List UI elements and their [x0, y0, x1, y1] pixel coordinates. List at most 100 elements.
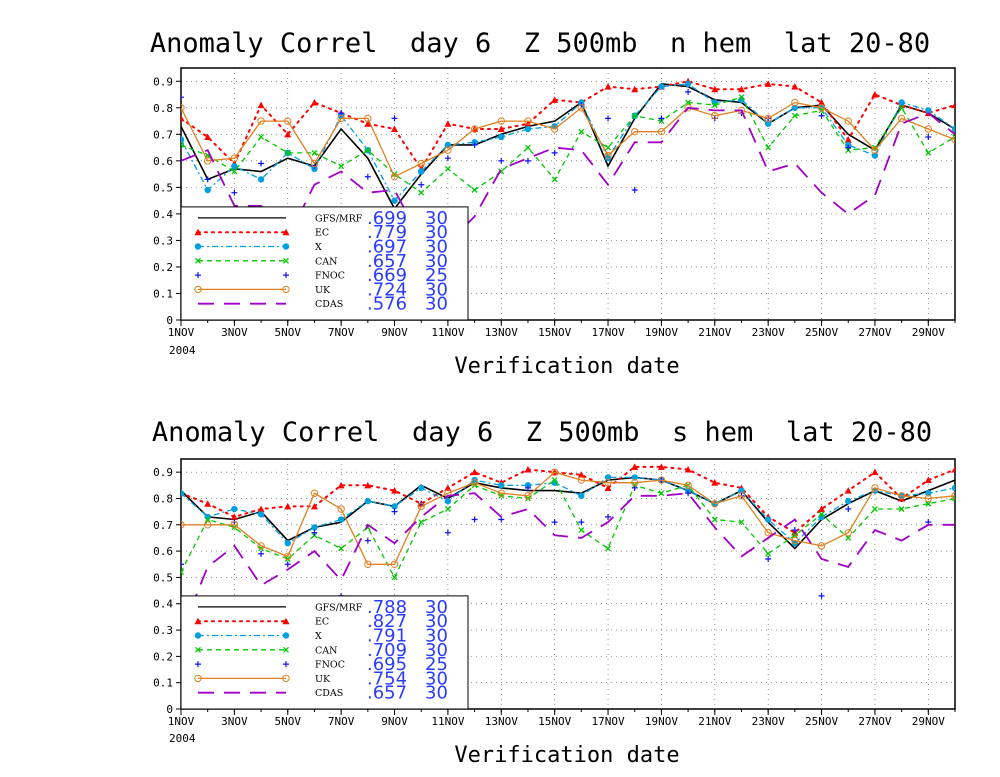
series-ec-point: [444, 484, 452, 491]
series-can-point: [711, 516, 718, 523]
series-fnoc-point: [845, 506, 852, 512]
year-label: 2004: [169, 344, 196, 357]
legend-entry-fnoc: FNOC .669 25: [195, 265, 448, 286]
series-fnoc-point: [418, 181, 425, 188]
series-ec-point: [257, 505, 265, 512]
legend-marker: [282, 674, 290, 683]
legend-count-value: 25: [425, 654, 448, 675]
series-can-point: [845, 534, 852, 541]
y-tick-label: 0.1: [153, 677, 173, 690]
panel-n-hem: Anomaly Correl day 6 Z 500mb n hem lat 2…: [150, 28, 956, 379]
chart-title: Anomaly Correl day 6 Z 500mb s hem lat 2…: [152, 417, 932, 448]
series-fnoc-point: [444, 529, 451, 536]
y-tick-label: 0.9: [153, 466, 173, 479]
legend-mean-value: .724: [367, 279, 407, 300]
series-cdas: [181, 492, 955, 634]
legend-count-value: 30: [425, 611, 448, 632]
series-fnoc-point: [471, 141, 478, 148]
series-x-point: [764, 516, 772, 523]
series-ec-point: [310, 98, 318, 106]
legend-mean-value: .791: [367, 626, 407, 647]
legend-entry-cdas: CDAS .576 30: [198, 294, 448, 315]
series-uk-point: [711, 500, 719, 508]
series-can-point: [311, 149, 318, 156]
series-uk-point: [897, 114, 906, 123]
legend-series-name: FNOC: [315, 660, 345, 671]
legend-marker: [195, 257, 201, 264]
series-uk-point: [310, 159, 319, 168]
series-can-point: [471, 187, 478, 193]
series-x: [181, 474, 955, 547]
legend-series-name: UK: [315, 674, 331, 685]
series-x-point: [871, 152, 879, 159]
x-tick-label: 15NOV: [538, 326, 571, 339]
series-uk-point: [203, 521, 212, 529]
series-ec-point: [524, 466, 532, 473]
series-x-point: [257, 511, 265, 518]
series-fnoc-point: [364, 537, 371, 544]
legend-series-name: X: [315, 242, 322, 253]
series-can-point: [284, 556, 291, 562]
series-x-point: [284, 540, 291, 547]
series-uk-point: [230, 521, 239, 529]
series-x-point: [498, 133, 505, 141]
series-uk-line: [181, 471, 955, 565]
grid: [181, 459, 955, 709]
series-x-point: [925, 490, 932, 497]
legend-count-value: 30: [425, 668, 448, 689]
series-uk-point: [417, 502, 425, 511]
series-uk-point: [550, 125, 559, 133]
series-uk-point: [604, 478, 612, 487]
legend-entry-uk: UK .724 30: [194, 279, 448, 300]
y-tick-label: 0: [166, 314, 173, 327]
legend-entry-can: CAN .657 30: [195, 251, 448, 272]
series-fnoc-point: [181, 561, 184, 568]
x-tick-label: 23NOV: [752, 326, 785, 339]
legend-mean-value: .657: [367, 251, 407, 272]
legend-mean-value: .827: [367, 611, 407, 632]
legend-marker: [194, 243, 202, 250]
series-uk-point: [257, 542, 265, 550]
series-can-line: [181, 96, 955, 194]
series-fnoc-point: [311, 529, 318, 536]
series-cdas-line: [181, 106, 955, 245]
legend-marker: [194, 228, 202, 236]
series-ec-point: [764, 80, 772, 87]
series-x-point: [764, 120, 772, 127]
series-ec-point: [818, 505, 826, 512]
x-tick-label: 3NOV: [221, 715, 248, 728]
series-can-point: [204, 516, 211, 523]
series-ec-point: [204, 500, 212, 507]
legend-marker: [282, 243, 290, 250]
series-fnoc-point: [444, 155, 451, 162]
legend-marker: [283, 257, 289, 264]
series-fnoc-point: [231, 189, 238, 196]
series-x-point: [498, 482, 505, 489]
series-uk-point: [791, 536, 799, 545]
series-uk-point: [550, 468, 559, 476]
series-can-point: [605, 144, 611, 151]
series-cdas-line: [181, 492, 955, 634]
series-ec-point: [844, 487, 852, 494]
series-can-point: [578, 128, 585, 135]
series-can-point: [551, 477, 558, 484]
series-can-point: [391, 574, 398, 581]
plot-frame: [180, 67, 956, 321]
y-tick-label: 0.7: [153, 128, 173, 141]
series-can-point: [181, 569, 184, 576]
series-fnoc-point: [631, 187, 638, 194]
x-tick-label: 27NOV: [858, 326, 891, 339]
legend-entry-uk: UK .754 30: [194, 668, 448, 689]
legend-marker: [283, 272, 289, 279]
series-ec-point: [684, 466, 692, 473]
y-tick-label: 0.6: [153, 155, 173, 168]
series-ec-point: [471, 468, 479, 476]
legend-marker: [195, 661, 201, 668]
legend-count-value: 30: [425, 237, 448, 258]
legend-entry-x: X .791 30: [194, 626, 448, 647]
x-tick-label: 9NOV: [381, 326, 408, 339]
series-fnoc-point: [181, 94, 184, 101]
chart-title: Anomaly Correl day 6 Z 500mb n hem lat 2…: [150, 28, 930, 59]
series-uk-point: [497, 117, 505, 125]
series-uk-point: [924, 494, 933, 503]
